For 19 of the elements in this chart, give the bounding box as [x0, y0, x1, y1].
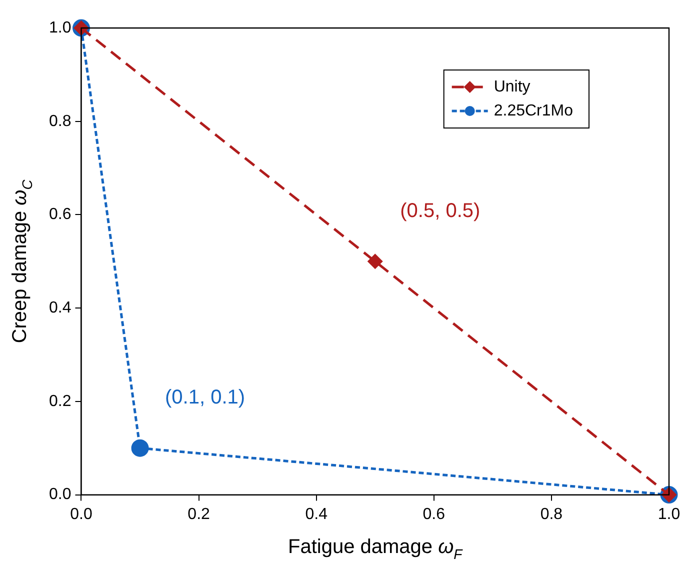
point: [131, 439, 149, 457]
y-tick-label: 0.8: [48, 112, 72, 130]
x-tick-label: 1.0: [658, 506, 680, 523]
y-tick-label: 0.6: [48, 206, 72, 224]
y-tick-label: 0.2: [48, 392, 72, 410]
y-tick-label: 0.4: [48, 299, 72, 316]
y-tick-label: 1.0: [48, 19, 72, 36]
x-tick-label: 0.6: [422, 506, 446, 523]
annotation: (0.5, 0.5): [400, 200, 480, 222]
x-tick-label: 0.8: [540, 506, 563, 523]
legend-label: Unity: [494, 78, 530, 96]
y-axis-title: Creep damage ωC: [9, 178, 36, 344]
x-tick-label: 0.4: [305, 506, 328, 523]
annotation: (0.1, 0.1): [165, 386, 246, 409]
x-tick-label: 0.2: [188, 506, 210, 523]
x-tick-label: 0.0: [70, 506, 92, 523]
legend-label: 2.25Cr1Mo: [494, 102, 574, 120]
point: [368, 254, 382, 269]
y-tick-label: 0.0: [48, 486, 72, 504]
